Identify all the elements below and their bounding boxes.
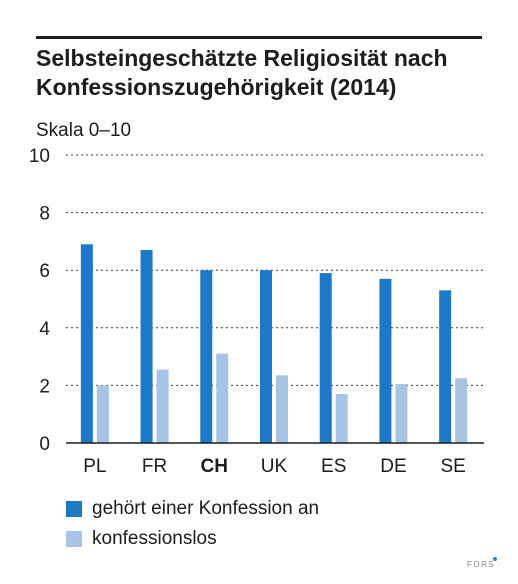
chart-title: Selbsteingeschätzte Religiosität nach Ko… (36, 45, 448, 100)
bar-confession (200, 270, 213, 443)
y-tick-label: 4 (39, 319, 50, 340)
x-tick-label: UK (261, 456, 288, 477)
title-rule (36, 36, 482, 39)
y-tick-label: 8 (39, 204, 50, 225)
bar-confession (140, 250, 153, 443)
bar-non-confession (335, 394, 348, 443)
x-tick-label: DE (380, 456, 406, 477)
brand-logo-dot (493, 557, 497, 561)
bar-non-confession (156, 369, 169, 443)
x-tick-label: FR (142, 456, 167, 477)
y-axis-scale-label: Skala 0–10 (36, 120, 132, 141)
y-tick-label: 10 (29, 146, 50, 167)
legend-label-confession: gehört einer Konfession an (92, 498, 320, 519)
y-tick-label: 0 (39, 434, 50, 455)
y-tick-label: 6 (39, 261, 50, 282)
y-tick-label: 2 (39, 376, 50, 397)
bar-confession (260, 270, 272, 443)
brand-logo: FORS (467, 560, 496, 569)
bar-non-confession (455, 378, 468, 443)
bar-non-confession (96, 385, 109, 443)
bar-non-confession (216, 353, 229, 443)
bar-confession (439, 290, 452, 443)
bar-non-confession (395, 383, 408, 443)
legend-item-non-confession: konfessionslos (66, 525, 217, 553)
x-tick-label: PL (83, 456, 106, 477)
legend-swatch-confession (66, 501, 82, 517)
x-tick-label: CH (201, 456, 228, 477)
bar-confession (319, 273, 332, 443)
bar-non-confession (276, 375, 288, 443)
bar-confession (379, 278, 392, 443)
x-tick-label: SE (440, 456, 465, 477)
legend-item-confession: gehört einer Konfession an (66, 495, 319, 523)
legend-label-non-confession: konfessionslos (92, 528, 217, 549)
bar-confession (80, 244, 93, 443)
x-tick-label: ES (321, 456, 346, 477)
legend-swatch-non-confession (66, 531, 82, 547)
